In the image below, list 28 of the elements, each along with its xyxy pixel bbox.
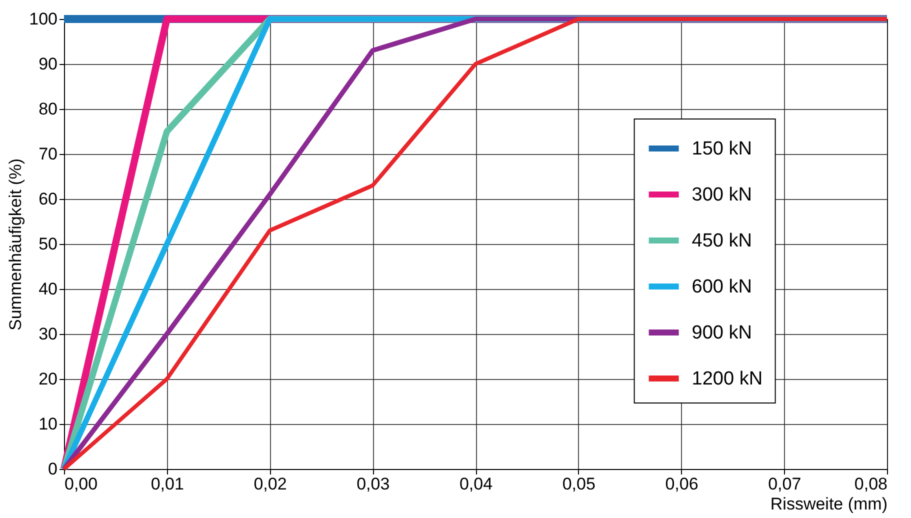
legend-label: 600 kN <box>692 276 752 298</box>
y-tick-label: 10 <box>38 414 58 434</box>
x-tick-label: 0,03 <box>356 474 390 494</box>
y-tick-label: 40 <box>38 280 58 298</box>
x-tick-label: 0,08 <box>854 474 888 494</box>
y-tick-label: 80 <box>38 100 58 118</box>
x-tick-label: 0,06 <box>665 474 698 494</box>
y-tick-label: 30 <box>38 324 58 344</box>
x-axis-title: Rissweite (mm) <box>770 494 888 514</box>
y-tick-label: 90 <box>38 54 58 74</box>
y-tick-label: 50 <box>38 234 58 254</box>
legend-label: 300 kN <box>692 184 752 206</box>
x-tick-label: 0,00 <box>64 474 98 494</box>
y-tick-label: 100 <box>29 10 58 28</box>
x-tick-label: 0,05 <box>562 474 596 494</box>
legend-label: 900 kN <box>692 322 752 344</box>
y-tick-label: 70 <box>38 144 58 164</box>
x-tick-label: 0,01 <box>150 474 184 494</box>
y-tick-label: 0 <box>48 460 58 478</box>
y-tick-label: 60 <box>38 190 58 208</box>
x-tick-label: 0,02 <box>254 474 287 494</box>
legend-label: 150 kN <box>692 138 752 160</box>
legend-label: 450 kN <box>692 230 752 252</box>
y-tick-label: 20 <box>38 370 58 388</box>
x-tick-label: 0,04 <box>459 474 493 494</box>
legend-label: 1200 kN <box>692 368 763 390</box>
y-axis-title: Summenhäufigkeit (%) <box>6 158 26 330</box>
x-tick-label: 0,07 <box>768 474 802 494</box>
